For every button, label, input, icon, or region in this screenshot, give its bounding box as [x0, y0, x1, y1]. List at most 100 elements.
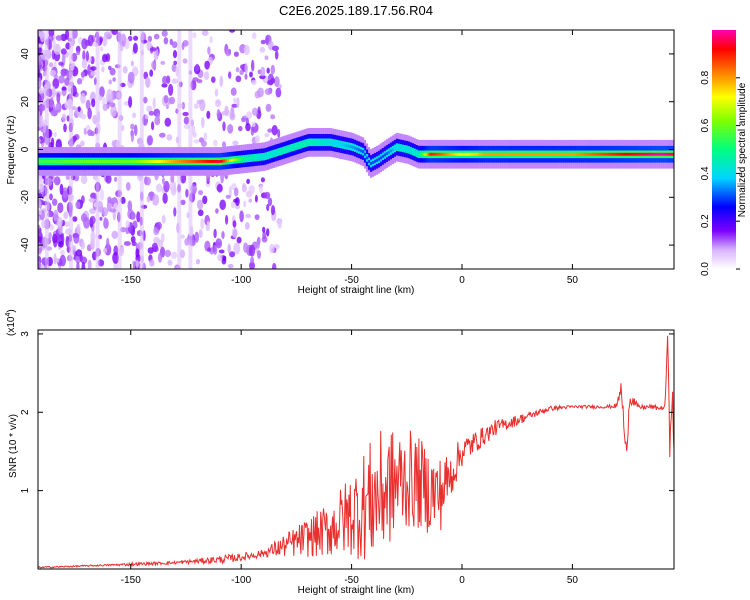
- heatmap-cell: [246, 111, 253, 119]
- heatmap-cell: [250, 256, 255, 264]
- heatmap-ridge: [179, 160, 182, 163]
- heatmap-cell: [163, 37, 169, 45]
- heatmap-cell: [271, 125, 278, 136]
- heatmap-ridge: [296, 144, 299, 148]
- heatmap-ridge: [49, 160, 53, 163]
- heatmap-cell: [112, 252, 119, 264]
- colorbar-tick-label: 0.2: [700, 214, 711, 228]
- heatmap-cell: [250, 126, 255, 136]
- heatmap-ridge: [403, 147, 406, 151]
- heatmap-cell: [264, 88, 272, 95]
- heatmap-ridge: [546, 152, 549, 156]
- heatmap-ridge: [210, 160, 214, 163]
- heatmap-cell: [230, 87, 237, 96]
- heatmap-cell: [217, 254, 223, 262]
- heatmap-cell: [184, 238, 190, 246]
- heatmap-cell: [160, 60, 166, 65]
- heatmap-cell: [213, 228, 217, 239]
- heatmap-ridge: [89, 160, 92, 163]
- heatmap-cell: [38, 260, 41, 269]
- heatmap-ridge: [381, 154, 384, 158]
- heatmap-cell: [38, 43, 43, 48]
- heatmap-cell: [229, 112, 236, 121]
- spectrogram-x-tick-label: 50: [567, 275, 579, 286]
- heatmap-ridge: [73, 160, 76, 163]
- heatmap-cell: [185, 188, 189, 198]
- heatmap-cell: [198, 190, 204, 196]
- heatmap-cell: [236, 236, 242, 244]
- heatmap-ridge: [203, 160, 206, 163]
- heatmap-cell: [196, 199, 204, 210]
- heatmap-cell: [80, 256, 88, 264]
- heatmap-ridge: [195, 160, 198, 163]
- heatmap-ridge: [127, 160, 130, 163]
- heatmap-cell: [215, 238, 223, 249]
- heatmap-ridge: [171, 160, 174, 163]
- heatmap-cell: [81, 261, 86, 269]
- heatmap-ridge: [97, 160, 100, 163]
- heatmap-ridge: [618, 152, 621, 156]
- heatmap-cell: [39, 263, 45, 269]
- heatmap-ridge: [286, 147, 289, 151]
- heatmap-ridge: [445, 152, 448, 156]
- heatmap-ridge: [336, 142, 339, 146]
- heatmap-cell: [49, 193, 53, 201]
- heatmap-cell: [166, 134, 173, 141]
- heatmap-cell: [260, 66, 266, 77]
- heatmap-cell: [135, 259, 139, 269]
- heatmap-cell: [254, 214, 260, 221]
- heatmap-ridge: [266, 154, 269, 158]
- heatmap-cell: [165, 104, 169, 110]
- heatmap-ridge: [356, 147, 359, 151]
- heatmap-cell: [196, 79, 203, 84]
- heatmap-ridge: [346, 144, 349, 148]
- svg-text:(x104): (x104): [5, 309, 17, 336]
- heatmap-ridge: [409, 149, 412, 153]
- heatmap-cell: [144, 176, 151, 186]
- heatmap-cell: [215, 208, 219, 214]
- heatmap-cell: [219, 75, 224, 88]
- heatmap-cell: [232, 140, 239, 146]
- heatmap-ridge: [308, 140, 311, 144]
- heatmap-ridge: [658, 152, 661, 156]
- heatmap-ridge: [519, 152, 522, 156]
- heatmap-cell: [71, 30, 78, 39]
- heatmap-cell: [80, 241, 86, 250]
- heatmap-ridge: [113, 160, 116, 163]
- heatmap-ridge: [598, 152, 601, 156]
- colorbar-gradient: [712, 30, 736, 269]
- heatmap-cell: [156, 221, 162, 230]
- heatmap-cell: [161, 176, 165, 185]
- heatmap-ridge: [602, 152, 605, 156]
- heatmap-ridge: [99, 160, 102, 163]
- heatmap-cell: [58, 61, 64, 66]
- heatmap-ridge: [644, 152, 647, 156]
- heatmap-cell: [130, 212, 136, 220]
- heatmap-ridge: [360, 149, 363, 153]
- heatmap-cell: [233, 51, 239, 57]
- heatmap-ridge: [407, 148, 410, 152]
- heatmap-cell: [108, 79, 113, 85]
- heatmap-cell: [152, 200, 157, 206]
- spectrogram-y-tick-label: 40: [20, 48, 31, 60]
- heatmap-ridge: [399, 146, 402, 150]
- heatmap-ridge: [521, 152, 524, 156]
- heatmap-cell: [146, 105, 153, 113]
- heatmap-cell: [80, 174, 88, 185]
- heatmap-ridge: [338, 142, 341, 146]
- heatmap-cell: [71, 135, 77, 142]
- colorbar: 0.0 0.2 0.4 0.6 0.8 Normalized spectral ampl…: [700, 30, 748, 276]
- heatmap-ridge: [81, 160, 84, 163]
- heatmap-ridge: [624, 152, 627, 156]
- snr-y-axis-label: SNR (10 * v/v): [8, 414, 19, 478]
- heatmap-ridge: [505, 152, 508, 156]
- heatmap-cell: [90, 66, 97, 71]
- heatmap-ridge: [526, 152, 530, 156]
- heatmap-cell: [160, 232, 165, 243]
- heatmap-cell: [130, 123, 135, 130]
- heatmap-ridge: [523, 152, 526, 156]
- heatmap-cell: [232, 228, 238, 238]
- heatmap-ridge: [59, 160, 63, 163]
- heatmap-cell: [66, 115, 70, 122]
- heatmap-ridge: [55, 160, 59, 163]
